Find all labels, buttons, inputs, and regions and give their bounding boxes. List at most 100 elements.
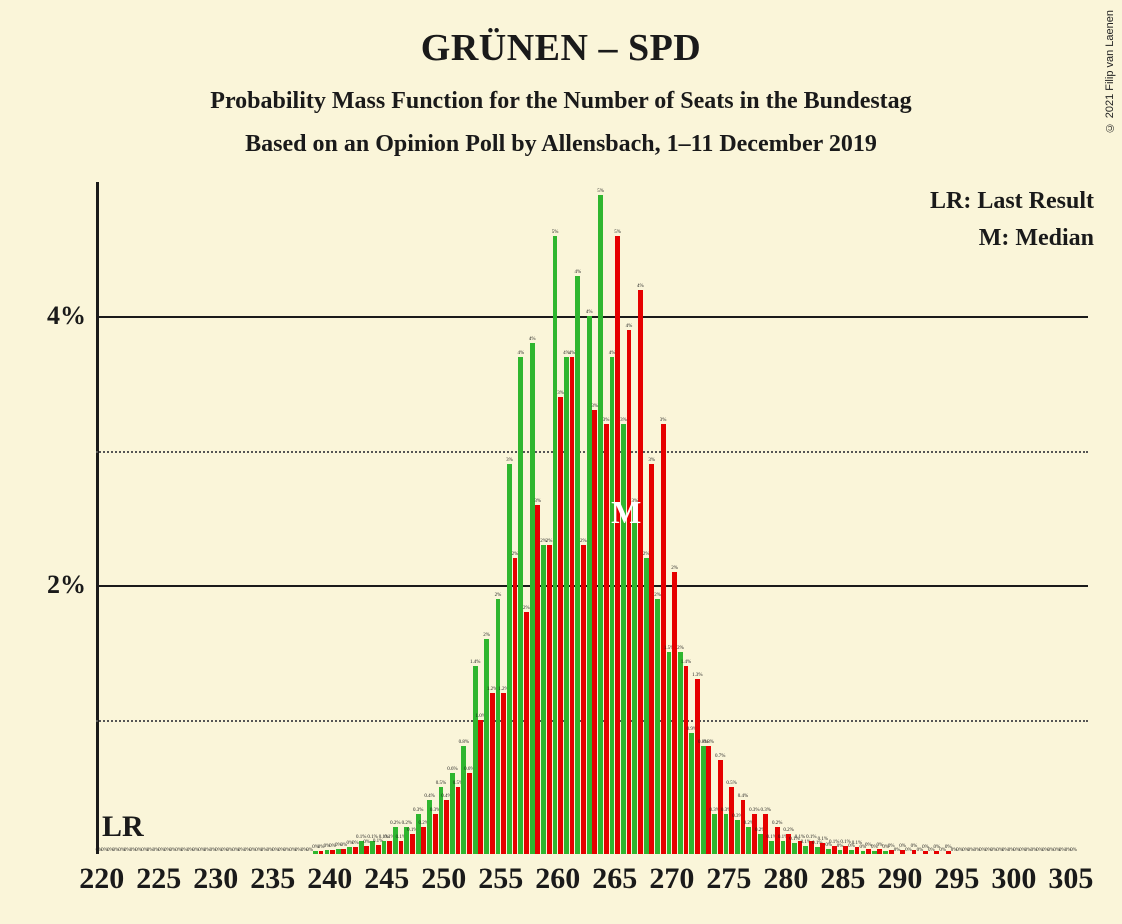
- median-marker: M: [611, 494, 641, 531]
- subtitle-1: Probability Mass Function for the Number…: [0, 88, 1122, 115]
- bar-value-label: 3%: [660, 418, 667, 424]
- bar-green: 2%: [678, 652, 683, 854]
- bar-red: 1.3%: [695, 679, 700, 854]
- bar-green: 2%: [496, 599, 501, 854]
- bar-red: 1.2%: [501, 693, 506, 854]
- bar-value-label: 5%: [597, 189, 604, 195]
- bar-value-label: 0.3%: [749, 808, 759, 814]
- bar-value-label: 2%: [580, 539, 587, 545]
- bar-value-label: 1.3%: [692, 673, 702, 679]
- bar-value-label: 3%: [506, 458, 513, 464]
- main-title: GRÜNEN – SPD: [0, 26, 1122, 70]
- bar-value-label: 2%: [512, 552, 519, 558]
- bar-green: 2%: [644, 558, 649, 854]
- bar-green: 4%: [575, 276, 580, 854]
- bar-value-label: 0.8%: [459, 740, 469, 746]
- bar-value-label: 2%: [483, 633, 490, 639]
- bar-red: 1.2%: [490, 693, 495, 854]
- bar-value-label: 0.2%: [783, 828, 793, 834]
- bar-value-label: 0.2%: [390, 821, 400, 827]
- bar-red: 4%: [638, 290, 643, 854]
- bar-value-label: 3%: [603, 418, 610, 424]
- bar-red: 0.1%: [376, 845, 381, 854]
- bar-green: 0%: [826, 849, 831, 854]
- bar-red: 0.2%: [421, 827, 426, 854]
- bar-red: 0%: [319, 851, 324, 854]
- x-tick-label: 295: [934, 862, 979, 896]
- bar-red: 2%: [524, 612, 529, 854]
- bar-value-label: 5%: [614, 230, 621, 236]
- bar-red: 0.4%: [444, 800, 449, 854]
- bar-green: 0.9%: [689, 733, 694, 854]
- bar-green: 0.2%: [393, 827, 398, 854]
- bar-red: 4%: [570, 357, 575, 854]
- bar-value-label: 2%: [671, 566, 678, 572]
- bar-green: 0.8%: [701, 746, 706, 854]
- bar-red: 4%: [627, 330, 632, 854]
- bar-green: 0.1%: [769, 841, 774, 854]
- bar-red: 3%: [535, 505, 540, 854]
- bar-value-label: 1.4%: [681, 660, 691, 666]
- bar-green: 0.1%: [803, 846, 808, 854]
- bar-red: 0.3%: [433, 814, 438, 854]
- bar-green: 0%: [313, 851, 318, 854]
- bar-green: 5%: [553, 236, 558, 854]
- bar-red: 0.1%: [399, 841, 404, 854]
- bar-red: 0.3%: [752, 814, 757, 854]
- x-tick-label: 225: [136, 862, 181, 896]
- bar-green: 0.2%: [746, 827, 751, 854]
- bar-value-label: 4%: [569, 351, 576, 357]
- bar-value-label: 3%: [648, 458, 655, 464]
- subtitle-2: Based on an Opinion Poll by Allensbach, …: [0, 131, 1122, 158]
- bar-red: 3%: [592, 410, 597, 854]
- bar-green: 0.1%: [792, 843, 797, 854]
- bar-value-label: 2%: [523, 606, 530, 612]
- bar-green: 4%: [610, 357, 615, 854]
- bar-green: 2%: [655, 599, 660, 854]
- x-tick-label: 260: [535, 862, 580, 896]
- bar-value-label: 1.4%: [470, 660, 480, 666]
- bar-green: 3%: [632, 505, 637, 854]
- chart-area: 2%4% 0%0%0%0%0%0%0%0%0%0%0%0%0%0%0%0%0%0…: [96, 182, 1088, 854]
- bar-value-label: 0%: [363, 840, 370, 846]
- copyright-text: © 2021 Filip van Laenen: [1104, 10, 1116, 133]
- bar-value-label: 2%: [546, 539, 553, 545]
- bar-value-label: 0.5%: [436, 781, 446, 787]
- x-tick-label: 270: [649, 862, 694, 896]
- bar-value-label: 4%: [586, 310, 593, 316]
- bar-green: 3%: [507, 464, 512, 854]
- bar-red: 3%: [649, 464, 654, 854]
- bar-green: 0.3%: [712, 814, 717, 854]
- bar-red: 0.2%: [775, 827, 780, 854]
- bar-green: 0%: [849, 850, 854, 854]
- bar-value-label: 0.2%: [772, 821, 782, 827]
- bar-value-label: 0.2%: [402, 821, 412, 827]
- bar-value-label: 0%: [352, 841, 359, 847]
- bar-value-label: 3%: [591, 404, 598, 410]
- x-tick-label: 240: [307, 862, 352, 896]
- bar-value-label: 2%: [495, 593, 502, 599]
- bar-value-label: 0.3%: [413, 808, 423, 814]
- bars-container: 0%0%0%0%0%0%0%0%0%0%0%0%0%0%0%0%0%0%0%0%…: [96, 182, 1088, 854]
- bar-green: 2%: [541, 545, 546, 854]
- bar-green: 0.3%: [724, 814, 729, 854]
- x-tick-label: 230: [193, 862, 238, 896]
- bar-red: 0.4%: [741, 800, 746, 854]
- x-tick-label: 275: [706, 862, 751, 896]
- bar-value-label: 4%: [626, 324, 633, 330]
- x-tick-label: 285: [820, 862, 865, 896]
- bar-green: 1.5%: [667, 652, 672, 854]
- bar-red: 2%: [581, 545, 586, 854]
- bar-red: 5%: [615, 236, 620, 854]
- bar-red: 2%: [547, 545, 552, 854]
- bar-value-label: 5%: [552, 230, 559, 236]
- title-block: GRÜNEN – SPD Probability Mass Function f…: [0, 0, 1122, 158]
- bar-green: 1.4%: [473, 666, 478, 854]
- bar-value-label: 4%: [517, 351, 524, 357]
- bar-value-label: 0.6%: [447, 767, 457, 773]
- bar-red: 3%: [604, 424, 609, 854]
- bar-green: 0%: [883, 851, 888, 854]
- bar-green: 0.3%: [735, 820, 740, 854]
- bar-red: 0.5%: [456, 787, 461, 854]
- y-tick-label: 4%: [16, 301, 86, 331]
